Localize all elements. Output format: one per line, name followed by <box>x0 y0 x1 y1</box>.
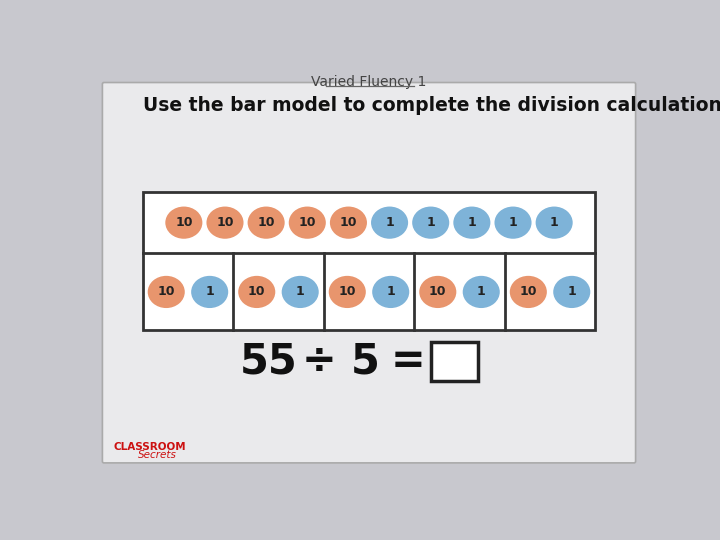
Ellipse shape <box>370 206 409 240</box>
Text: 10: 10 <box>216 216 234 229</box>
Ellipse shape <box>418 275 457 309</box>
Text: Secrets: Secrets <box>138 450 177 460</box>
Text: Use the bar model to complete the division calculation.: Use the bar model to complete the divisi… <box>143 96 720 115</box>
Ellipse shape <box>372 275 410 309</box>
Text: 55: 55 <box>239 340 297 382</box>
Text: CLASSROOM: CLASSROOM <box>113 442 186 453</box>
Ellipse shape <box>552 275 591 309</box>
Text: 1: 1 <box>296 286 305 299</box>
Ellipse shape <box>535 206 574 240</box>
Ellipse shape <box>238 275 276 309</box>
Ellipse shape <box>288 206 327 240</box>
Text: 1: 1 <box>205 286 214 299</box>
Text: 10: 10 <box>257 216 275 229</box>
Text: 10: 10 <box>248 286 266 299</box>
Bar <box>143 192 595 330</box>
Text: 5: 5 <box>351 340 379 382</box>
Ellipse shape <box>452 206 491 240</box>
Ellipse shape <box>247 206 286 240</box>
Text: 10: 10 <box>338 286 356 299</box>
Text: 1: 1 <box>477 286 485 299</box>
Text: 1: 1 <box>508 216 518 229</box>
Ellipse shape <box>329 206 368 240</box>
Text: =: = <box>390 340 425 382</box>
Text: 10: 10 <box>299 216 316 229</box>
Text: 10: 10 <box>429 286 446 299</box>
Text: 10: 10 <box>520 286 537 299</box>
Text: Varied Fluency 1: Varied Fluency 1 <box>311 75 427 89</box>
FancyBboxPatch shape <box>102 83 636 463</box>
Ellipse shape <box>328 275 366 309</box>
Text: 1: 1 <box>467 216 476 229</box>
Ellipse shape <box>190 275 229 309</box>
Text: 1: 1 <box>567 286 576 299</box>
Text: 1: 1 <box>550 216 559 229</box>
Text: 10: 10 <box>340 216 357 229</box>
Ellipse shape <box>147 275 186 309</box>
Text: 1: 1 <box>385 216 394 229</box>
Ellipse shape <box>206 206 244 240</box>
Ellipse shape <box>281 275 320 309</box>
Text: 10: 10 <box>175 216 192 229</box>
Text: 1: 1 <box>426 216 435 229</box>
Text: 10: 10 <box>158 286 175 299</box>
Text: 1: 1 <box>387 286 395 299</box>
Ellipse shape <box>164 206 203 240</box>
Text: ÷: ÷ <box>301 340 336 382</box>
Ellipse shape <box>494 206 532 240</box>
Bar <box>431 342 477 381</box>
Ellipse shape <box>411 206 450 240</box>
Ellipse shape <box>509 275 548 309</box>
Ellipse shape <box>462 275 500 309</box>
